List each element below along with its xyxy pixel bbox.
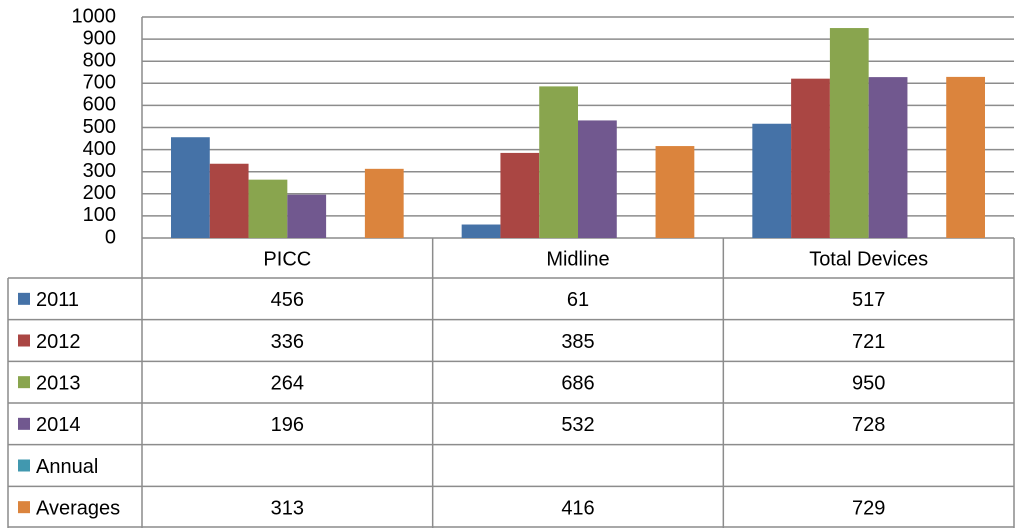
- legend-swatch: [18, 292, 30, 305]
- table-value: 686: [561, 372, 594, 394]
- legend-label: 2013: [36, 372, 81, 394]
- bar: [946, 76, 985, 239]
- bar: [287, 194, 327, 238]
- bar: [791, 78, 830, 238]
- table-value: 313: [271, 497, 304, 519]
- y-tick-label: 400: [83, 138, 116, 160]
- table-value: 196: [271, 414, 304, 436]
- bar: [500, 152, 540, 238]
- bar: [829, 28, 869, 238]
- legend-swatch: [18, 334, 30, 347]
- table-value: 416: [561, 497, 594, 519]
- legend-label: 2011: [36, 289, 79, 311]
- table-value: 517: [852, 289, 885, 311]
- table-value: 728: [852, 414, 885, 436]
- table-value: 721: [852, 331, 885, 353]
- y-tick-label: 0: [105, 226, 116, 248]
- bar: [171, 137, 210, 238]
- legend-swatch: [18, 459, 30, 472]
- x-tick-label: PICC: [263, 248, 311, 270]
- table-value: 264: [271, 372, 304, 394]
- legend-label: Annual: [36, 456, 98, 478]
- bar: [655, 146, 695, 238]
- y-tick-label: 500: [83, 116, 116, 138]
- legend-swatch: [18, 417, 30, 430]
- table-value: 532: [561, 414, 594, 436]
- y-tick-label: 300: [83, 160, 116, 182]
- table-value: 385: [561, 331, 594, 353]
- legend-swatch: [18, 376, 30, 389]
- bar: [461, 224, 501, 238]
- table-value: 729: [852, 497, 885, 519]
- table-value: 950: [852, 372, 885, 394]
- y-tick-label: 100: [83, 204, 116, 226]
- y-tick-label: 600: [83, 94, 116, 116]
- table-value: 336: [271, 331, 304, 353]
- bar: [578, 120, 617, 238]
- legend-swatch: [18, 501, 30, 514]
- y-tick-label: 200: [83, 182, 116, 204]
- y-tick-label: 700: [83, 72, 116, 94]
- table-value: 61: [567, 289, 589, 311]
- legend-label: 2014: [36, 414, 81, 436]
- bar: [209, 163, 249, 238]
- bar: [539, 86, 578, 238]
- legend-label: Averages: [36, 497, 120, 519]
- x-tick-label: Total Devices: [809, 248, 928, 270]
- bar: [364, 168, 404, 238]
- y-tick-label: 900: [83, 27, 116, 49]
- table-value: 456: [271, 289, 304, 311]
- y-tick-label: 800: [83, 49, 116, 71]
- bar: [868, 77, 908, 238]
- legend-label: 2012: [36, 331, 81, 353]
- x-tick-label: Midline: [546, 248, 609, 270]
- y-tick-label: 1000: [72, 5, 117, 27]
- bar: [752, 123, 792, 238]
- bar: [248, 179, 288, 238]
